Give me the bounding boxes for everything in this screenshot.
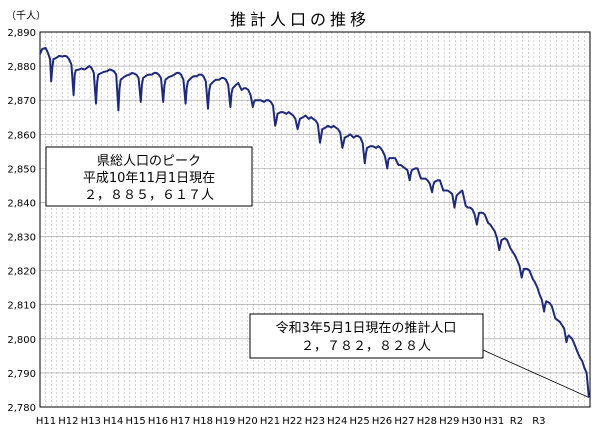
- plot-frame: [39, 31, 591, 408]
- y-tick-label: 2,860: [7, 130, 36, 141]
- x-tick-label: H31: [484, 416, 504, 427]
- current-annotation-box: [249, 313, 484, 359]
- x-tick-label: H18: [193, 416, 213, 427]
- y-tick-label: 2,870: [7, 96, 36, 107]
- x-tick-label: H25: [350, 416, 370, 427]
- y-tick-label: 2,850: [7, 164, 36, 175]
- x-tick-label: R2: [510, 416, 523, 427]
- current-annotation: 令和3年5月1日現在の推計人口 ２，７８２，８２８人: [249, 313, 484, 359]
- y-tick-label: 2,820: [7, 267, 36, 278]
- peak-annotation-line-1: 県総人口のピーク: [97, 154, 201, 169]
- x-tick-label: H29: [439, 416, 459, 427]
- x-tick-label: R3: [532, 416, 545, 427]
- x-tick-label: H24: [327, 416, 347, 427]
- x-tick-label: H20: [238, 416, 258, 427]
- x-tick-label: H12: [58, 416, 78, 427]
- peak-annotation-box: [45, 146, 253, 207]
- x-tick-label: H16: [148, 416, 168, 427]
- x-tick-label: H21: [260, 416, 280, 427]
- y-tick-label: 2,780: [7, 403, 36, 414]
- x-tick-label: H19: [215, 416, 235, 427]
- y-tick-label: 2,890: [7, 28, 36, 39]
- x-tick-label: H11: [36, 416, 56, 427]
- unit-label: （千人）: [6, 10, 46, 22]
- y-tick-label: 2,840: [7, 198, 36, 209]
- y-tick-label: 2,830: [7, 233, 36, 244]
- x-tick-label: H28: [417, 416, 437, 427]
- x-tick-label: H14: [103, 416, 123, 427]
- peak-annotation-line-3: ２，８８５，６１７人: [84, 188, 214, 203]
- population-series-line: [39, 47, 590, 398]
- x-tick-label: H23: [305, 416, 325, 427]
- y-tick-label: 2,790: [7, 369, 36, 380]
- x-tick-label: H26: [372, 416, 392, 427]
- peak-annotation: 県総人口のピーク 平成10年11月1日現在 ２，８８５，６１７人: [45, 146, 253, 207]
- x-tick-label: H17: [170, 416, 190, 427]
- x-tick-label: H27: [394, 416, 414, 427]
- y-tick-label: 2,880: [7, 62, 36, 73]
- x-axis: H11 H12 H13 H14 H15 H16 H17 H18 H19 H20 H21 H22 H23 H…: [36, 416, 546, 427]
- y-tick-label: 2,800: [7, 335, 36, 346]
- x-tick-label: H30: [462, 416, 482, 427]
- x-tick-label: H22: [282, 416, 302, 427]
- chart-title: 推計人口の推移: [230, 10, 370, 29]
- y-tick-label: 2,810: [7, 301, 36, 312]
- peak-annotation-line-2: 平成10年11月1日現在: [83, 171, 215, 186]
- y-axis: 2,780 2,790 2,800 2,810 2,820 2,830 2,840 2,850…: [7, 28, 36, 414]
- x-tick-label: H15: [125, 416, 145, 427]
- current-leader-line: [482, 349, 590, 398]
- current-annotation-line-1: 令和3年5月1日現在の推計人口: [276, 320, 457, 336]
- current-annotation-line-2: ２，７８２，８２８人: [301, 339, 431, 354]
- x-tick-label: H13: [81, 416, 101, 427]
